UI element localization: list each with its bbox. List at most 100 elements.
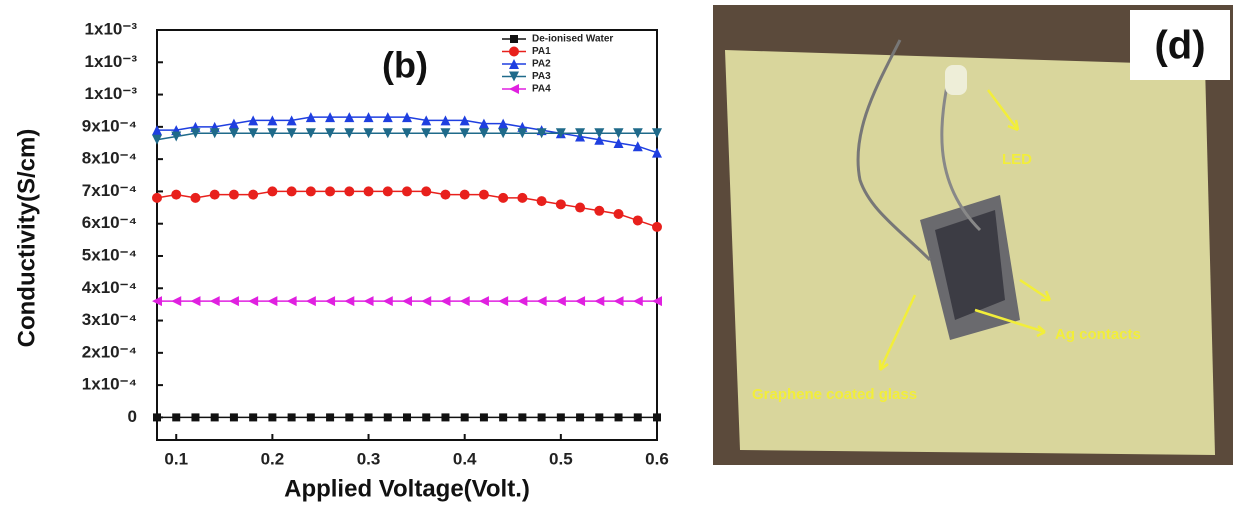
marker (286, 128, 297, 139)
marker (653, 413, 661, 422)
marker (498, 128, 509, 139)
marker (344, 186, 355, 197)
marker (555, 199, 566, 210)
annotation: Ag contacts (1055, 326, 1141, 343)
marker (344, 112, 355, 123)
marker (555, 296, 566, 307)
marker (422, 413, 431, 422)
marker (594, 128, 605, 139)
marker (575, 296, 586, 307)
y-tick-label: 2x10⁻⁴ (82, 342, 137, 361)
marker (344, 128, 355, 139)
marker (459, 296, 470, 307)
marker (228, 128, 239, 139)
marker (441, 413, 450, 422)
marker (228, 118, 239, 129)
marker (382, 128, 393, 139)
marker (478, 296, 489, 307)
marker (190, 296, 201, 307)
marker (517, 192, 528, 203)
marker (248, 296, 259, 307)
marker (305, 186, 316, 197)
marker (421, 128, 432, 139)
marker (403, 413, 411, 422)
y-tick-label: 6x10⁻⁴ (82, 213, 137, 232)
label-box (1130, 10, 1230, 80)
marker (594, 205, 605, 216)
x-tick-label: 0.4 (453, 449, 477, 468)
marker (305, 128, 316, 139)
marker (402, 296, 412, 307)
marker (440, 189, 451, 200)
marker (209, 128, 220, 139)
marker (210, 413, 219, 422)
marker (382, 296, 393, 307)
marker (171, 131, 182, 142)
y-tick-label: 3x10⁻⁴ (82, 310, 137, 329)
marker (536, 296, 547, 307)
marker (613, 137, 624, 148)
y-tick-label: 1x10⁻³ (85, 52, 138, 71)
marker (363, 186, 374, 197)
y-axis-title: Conductivity(S/cm) (13, 129, 40, 348)
marker (249, 413, 258, 422)
marker (286, 186, 297, 197)
marker (171, 189, 182, 200)
marker (382, 112, 393, 123)
annotation: Graphene coated glass (752, 386, 917, 403)
marker (576, 413, 585, 422)
marker (652, 221, 662, 232)
marker (652, 147, 662, 158)
y-tick-label: 7x10⁻⁴ (82, 181, 137, 200)
x-tick-label: 0.6 (645, 449, 669, 468)
led (945, 65, 967, 95)
marker (229, 413, 238, 422)
marker (248, 128, 259, 139)
marker (575, 202, 586, 213)
marker (364, 413, 373, 422)
x-tick-label: 0.5 (549, 449, 573, 468)
marker (306, 413, 315, 422)
photo-label: (d) (1154, 24, 1205, 68)
marker (344, 296, 355, 307)
marker (517, 128, 528, 139)
marker (632, 128, 643, 139)
marker (152, 125, 162, 136)
marker (152, 296, 162, 307)
marker (248, 189, 259, 200)
marker (228, 189, 239, 200)
marker (479, 413, 488, 422)
legend-marker (509, 84, 519, 94)
marker (305, 296, 316, 307)
plot-frame (156, 29, 658, 441)
marker (555, 128, 566, 139)
marker (440, 296, 451, 307)
marker (478, 128, 489, 139)
marker (459, 128, 470, 139)
marker (325, 296, 336, 307)
marker (575, 128, 586, 139)
marker (498, 192, 509, 203)
marker (325, 186, 336, 197)
marker (363, 296, 374, 307)
marker (536, 128, 547, 139)
panel-label: (b) (382, 45, 428, 86)
legend-label: De-ionised Water (532, 34, 613, 45)
y-tick-label: 8x10⁻⁴ (82, 149, 137, 168)
y-tick-label: 1x10⁻³ (85, 19, 138, 38)
marker (652, 296, 662, 307)
marker (613, 209, 624, 220)
marker (459, 189, 470, 200)
marker (613, 128, 624, 139)
legend-marker (510, 35, 518, 43)
annotation: LED (1002, 151, 1032, 168)
marker (421, 186, 432, 197)
legend-marker (509, 59, 519, 69)
legend-marker (509, 71, 519, 82)
marker (267, 115, 278, 126)
legend-label: PA3 (532, 71, 551, 82)
marker (209, 189, 220, 200)
marker (632, 141, 643, 152)
y-tick-label: 0 (128, 407, 137, 426)
marker (190, 192, 201, 203)
